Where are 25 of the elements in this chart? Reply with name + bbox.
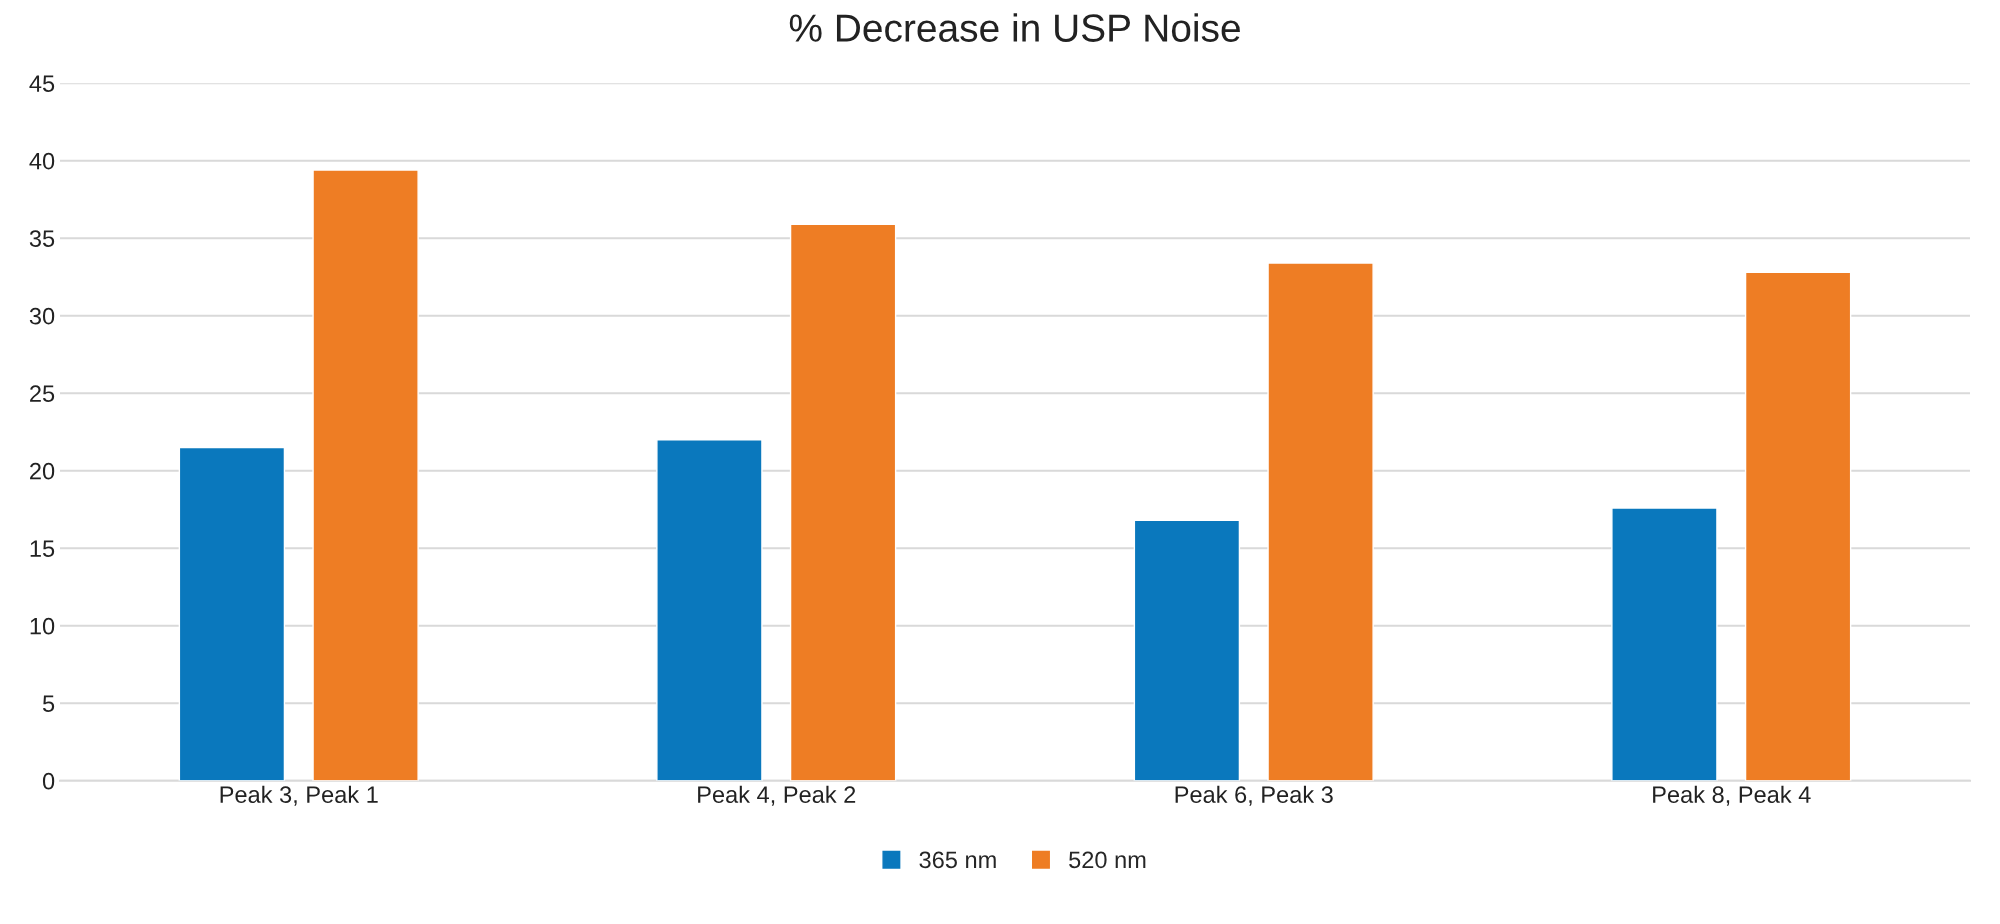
x-tick-label: Peak 4, Peak 2 xyxy=(698,785,856,806)
y-tick-label: 15 xyxy=(30,540,55,558)
y-tick-label: 35 xyxy=(29,230,55,247)
bar xyxy=(789,223,897,781)
bar xyxy=(178,446,286,781)
y-tick-label: 25 xyxy=(30,385,55,402)
chart-title: % Decrease in USP Noise xyxy=(789,13,1240,42)
bar xyxy=(1133,519,1241,781)
x-tick-label: Peak 3, Peak 1 xyxy=(220,785,378,806)
bar xyxy=(656,439,763,781)
legend-label: 520 nm xyxy=(1069,851,1146,869)
legend-label: 365 nm xyxy=(919,851,996,869)
x-tick-label: Peak 8, Peak 4 xyxy=(1653,785,1811,806)
bar xyxy=(1611,507,1718,781)
bar xyxy=(1267,262,1374,781)
y-tick-label: 5 xyxy=(42,695,55,713)
y-tick-label: 0 xyxy=(42,772,55,790)
y-tick-label: 10 xyxy=(30,617,55,635)
y-tick-label: 40 xyxy=(29,152,55,170)
y-tick-label: 45 xyxy=(29,75,55,92)
bar xyxy=(1744,271,1852,781)
y-tick-label: 20 xyxy=(30,462,55,480)
bar xyxy=(312,169,419,781)
y-tick-label: 30 xyxy=(29,307,55,325)
x-tick-label: Peak 6, Peak 3 xyxy=(1175,785,1333,806)
